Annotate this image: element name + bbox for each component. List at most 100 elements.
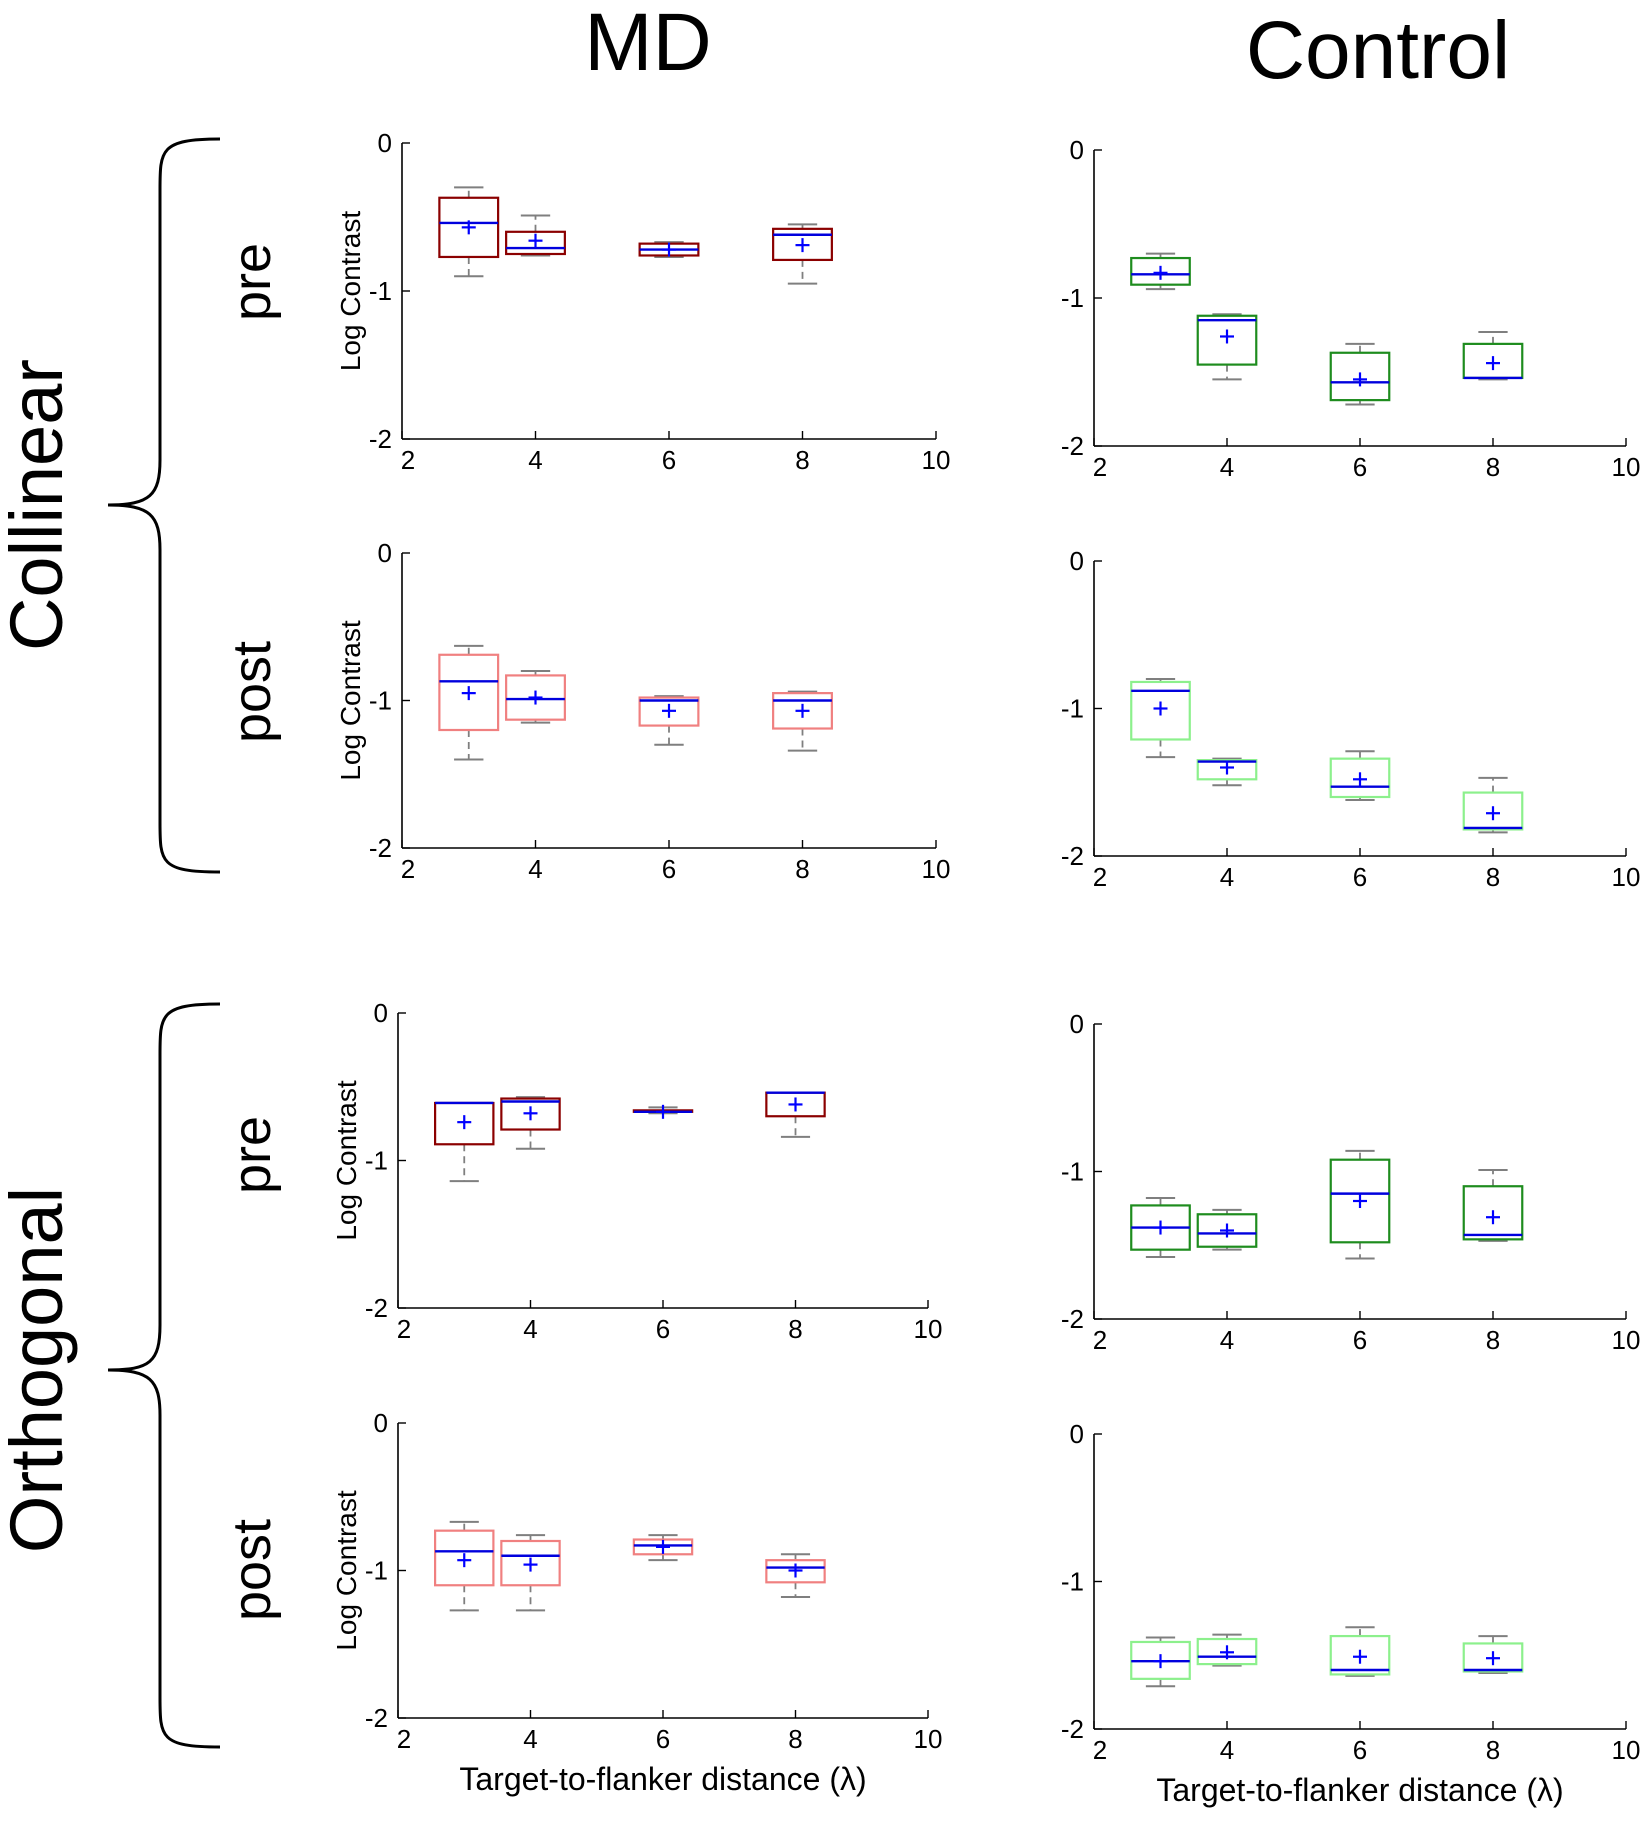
panel-collinear-md-pre: 0 -1 -2 2 4 6 8 10 Log Contrast: [335, 128, 950, 475]
x-tick-label: 6: [1353, 1325, 1367, 1355]
box-x6: [1329, 342, 1391, 406]
box-x8: [765, 1091, 826, 1138]
y-tick-label: -2: [369, 424, 392, 454]
y-tick-label: 0: [1070, 1009, 1084, 1039]
box-iqr: [632, 1538, 694, 1556]
box-x6: [1329, 1149, 1391, 1260]
y-tick-label: 0: [378, 538, 392, 568]
x-tick-label: 10: [914, 1724, 943, 1754]
y-tick-label: -1: [369, 686, 392, 716]
y-tick-label: -2: [1061, 841, 1084, 871]
box-x6: [632, 1104, 694, 1119]
box-x3: [1130, 678, 1191, 759]
x-tick-label: 2: [1093, 452, 1107, 482]
x-tick-label: 6: [1353, 1735, 1367, 1765]
box-x4: [500, 1096, 561, 1150]
box-x3: [1130, 252, 1191, 291]
y-tick-label: -1: [369, 276, 392, 306]
box-x6: [638, 695, 700, 746]
y-tick-label: -2: [1061, 1304, 1084, 1334]
y-tick-label: -1: [365, 1146, 388, 1176]
box-x6: [1329, 750, 1391, 801]
box-iqr: [1196, 1213, 1258, 1248]
y-tick-label: 0: [374, 998, 388, 1028]
row-label-orthogonal-post: post: [222, 1519, 282, 1621]
panel-collinear-control-post: 0 -1 -2 2 4 6 8 10: [1061, 546, 1641, 892]
y-tick-label: 0: [1070, 135, 1084, 165]
x-tick-label: 10: [1612, 452, 1641, 482]
box-iqr: [500, 1539, 561, 1587]
box-iqr: [772, 227, 833, 262]
y-tick-label: 0: [378, 128, 392, 158]
column-title-control: Control: [1246, 5, 1510, 96]
x-tick-label: 6: [662, 445, 676, 475]
x-tick-label: 10: [922, 854, 951, 884]
x-tick-label: 8: [795, 445, 809, 475]
box-x4: [1196, 757, 1258, 787]
x-tick-label: 4: [1220, 1735, 1234, 1765]
x-tick-label: 4: [528, 445, 542, 475]
row-label-collinear-post: post: [222, 641, 282, 743]
box-x8: [765, 1553, 826, 1599]
y-tick-label: -1: [1061, 694, 1084, 724]
box-iqr: [1196, 314, 1258, 366]
y-tick-label: -2: [1061, 431, 1084, 461]
box-x3: [1130, 1636, 1191, 1688]
y-tick-label: -1: [365, 1556, 388, 1586]
x-tick-label: 10: [1612, 862, 1641, 892]
y-tick-label: -1: [1061, 1567, 1084, 1597]
y-tick-label: 0: [374, 1408, 388, 1438]
y-tick-label: -2: [365, 1293, 388, 1323]
x-tick-label: 2: [397, 1314, 411, 1344]
x-tick-label: 2: [1093, 1735, 1107, 1765]
x-tick-label: 2: [397, 1724, 411, 1754]
y-tick-label: -1: [1061, 1157, 1084, 1187]
box-x6: [632, 1534, 694, 1562]
box-iqr: [505, 230, 566, 256]
column-title-md: MD: [584, 0, 712, 88]
box-x8: [772, 690, 833, 752]
group-label-orthogonal: Orthogonal: [0, 1187, 78, 1553]
x-tick-label: 8: [788, 1724, 802, 1754]
x-tick-label: 10: [1612, 1735, 1641, 1765]
x-tick-label: 8: [1486, 862, 1500, 892]
x-tick-label: 4: [523, 1314, 537, 1344]
box-x4: [505, 214, 566, 257]
box-iqr: [1329, 1634, 1391, 1676]
box-iqr: [1462, 1185, 1524, 1241]
x-tick-label: 8: [1486, 1325, 1500, 1355]
box-x8: [1462, 1169, 1524, 1242]
x-axis-label: Target-to-flanker distance (λ): [1156, 1772, 1563, 1808]
group-label-collinear: Collinear: [0, 359, 78, 651]
y-tick-label: 0: [1070, 1419, 1084, 1449]
brace-orthogonal: [107, 1002, 221, 1749]
box-iqr: [1329, 1158, 1391, 1244]
x-tick-label: 4: [1220, 1325, 1234, 1355]
panel-collinear-md-post: 0 -1 -2 2 4 6 8 10 Log Contrast: [335, 538, 950, 884]
x-tick-label: 8: [788, 1314, 802, 1344]
x-tick-label: 6: [656, 1314, 670, 1344]
y-tick-label: 0: [1070, 546, 1084, 576]
x-tick-label: 6: [1353, 862, 1367, 892]
box-iqr: [438, 653, 500, 732]
box-x6: [638, 241, 700, 258]
box-iqr: [1462, 1642, 1524, 1673]
box-iqr: [438, 196, 500, 259]
box-iqr: [1462, 791, 1524, 831]
x-tick-label: 2: [1093, 1325, 1107, 1355]
box-iqr: [1329, 757, 1391, 799]
box-x4: [1196, 313, 1258, 381]
box-x4: [500, 1534, 561, 1612]
x-tick-label: 2: [401, 445, 415, 475]
box-iqr: [1196, 1637, 1258, 1666]
panel-orthogonal-md-pre: 0 -1 -2 2 4 6 8 10 Log Contrast: [331, 998, 942, 1344]
box-iqr: [434, 1529, 495, 1587]
x-tick-label: 10: [1612, 1325, 1641, 1355]
panel-orthogonal-control-pre: 0 -1 -2 2 4 6 8 10: [1061, 1009, 1641, 1355]
y-axis-label: Log Contrast: [331, 1490, 362, 1651]
panel-collinear-control-pre: 0 -1 -2 2 4 6 8 10: [1061, 135, 1641, 482]
box-x6: [1329, 1626, 1391, 1677]
box-x8: [1462, 776, 1524, 834]
box-iqr: [500, 1097, 561, 1131]
